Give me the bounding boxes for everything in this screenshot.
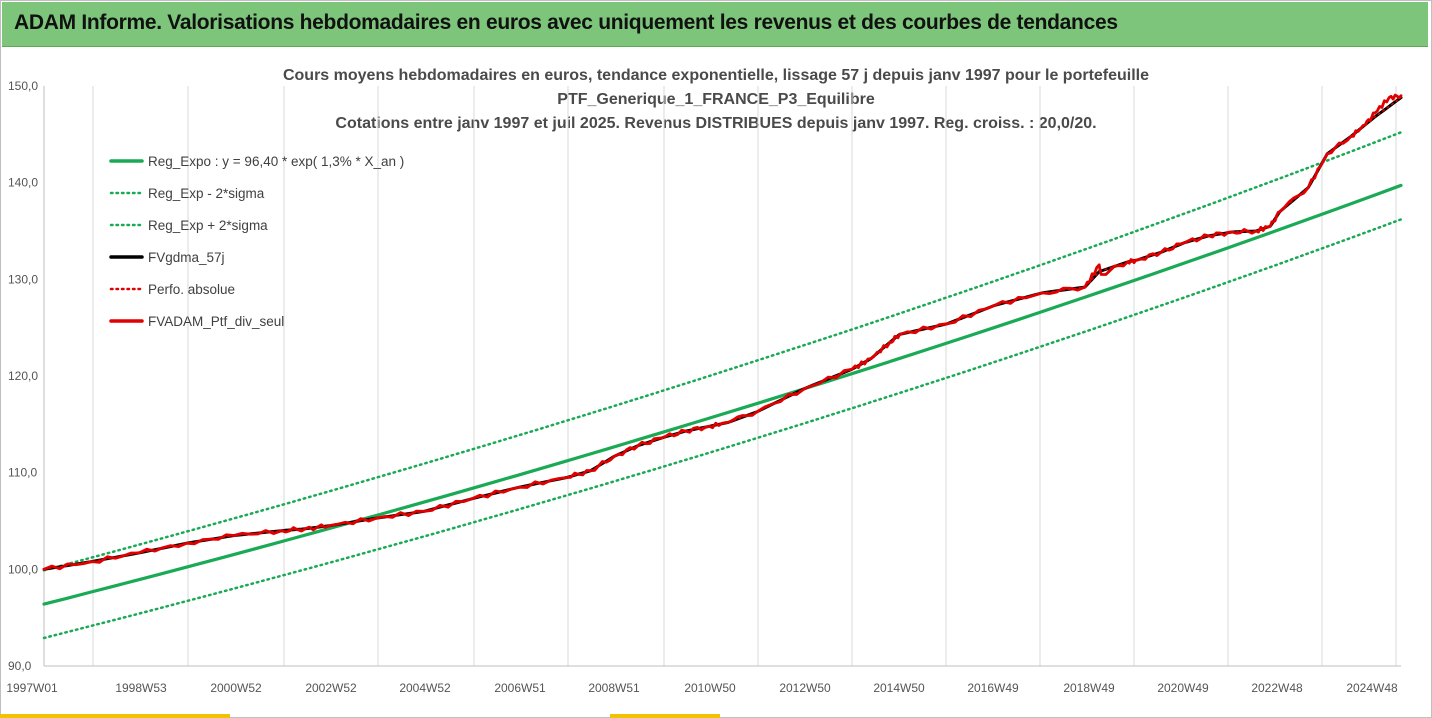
x-tick-label: 2020W49 [1157, 681, 1209, 695]
chart-subtitle-2: Cotations entre janv 1997 et juil 2025. … [335, 115, 1097, 132]
x-tick-label: 2018W49 [1063, 681, 1115, 695]
y-tick-label: 140,0 [8, 176, 38, 190]
legend-label: FVgdma_57j [148, 250, 225, 265]
x-tick-label: 2000W52 [210, 681, 262, 695]
accent-strip-left [0, 714, 230, 718]
x-tick-label: 2002W52 [305, 681, 357, 695]
legend-label: Reg_Exp - 2*sigma [148, 186, 265, 201]
chart-title-block: Cours moyens hebdomadaires en euros, ten… [0, 64, 1432, 136]
x-tick-label: 2006W51 [494, 681, 546, 695]
series-line-2 [42, 218, 1403, 640]
x-tick-label: 2012W50 [779, 681, 831, 695]
x-tick-label: 2022W48 [1251, 681, 1303, 695]
y-tick-label: 150,0 [8, 79, 38, 93]
series-line-3 [42, 131, 1403, 572]
x-tick-label: 1998W53 [115, 681, 167, 695]
x-tick-label: 2016W49 [967, 681, 1019, 695]
x-tick-label: 2004W52 [399, 681, 451, 695]
x-tick-label: 2024W48 [1346, 681, 1398, 695]
chart-title: Cours moyens hebdomadaires en euros, ten… [282, 67, 1150, 84]
series-line-6 [42, 93, 1403, 571]
legend-label: Reg_Expo : y = 96,40 * exp( 1,3% * X_an … [148, 154, 404, 169]
x-tick-label: 2008W51 [588, 681, 640, 695]
legend-label: Perfo. absolue [148, 282, 235, 297]
y-tick-label: 130,0 [8, 272, 38, 286]
x-tick-label: 1997W01 [6, 681, 58, 695]
x-tick-label: 2010W50 [684, 681, 736, 695]
y-tick-label: 100,0 [8, 562, 38, 576]
chart-subtitle: PTF_Generique_1_FRANCE_P3_Equilibre [557, 91, 875, 108]
y-tick-label: 120,0 [8, 369, 38, 383]
y-tick-label: 90,0 [8, 659, 32, 673]
x-tick-label: 2014W50 [873, 681, 925, 695]
legend-label: FVADAM_Ptf_div_seul [148, 314, 284, 329]
header-banner: ADAM Informe. Valorisations hebdomadaire… [2, 2, 1428, 47]
accent-strip-right [610, 714, 720, 718]
series-line-1 [42, 183, 1403, 606]
legend-label: Reg_Exp + 2*sigma [148, 218, 268, 233]
page-title: ADAM Informe. Valorisations hebdomadaire… [14, 11, 1118, 34]
y-tick-label: 110,0 [8, 466, 37, 480]
